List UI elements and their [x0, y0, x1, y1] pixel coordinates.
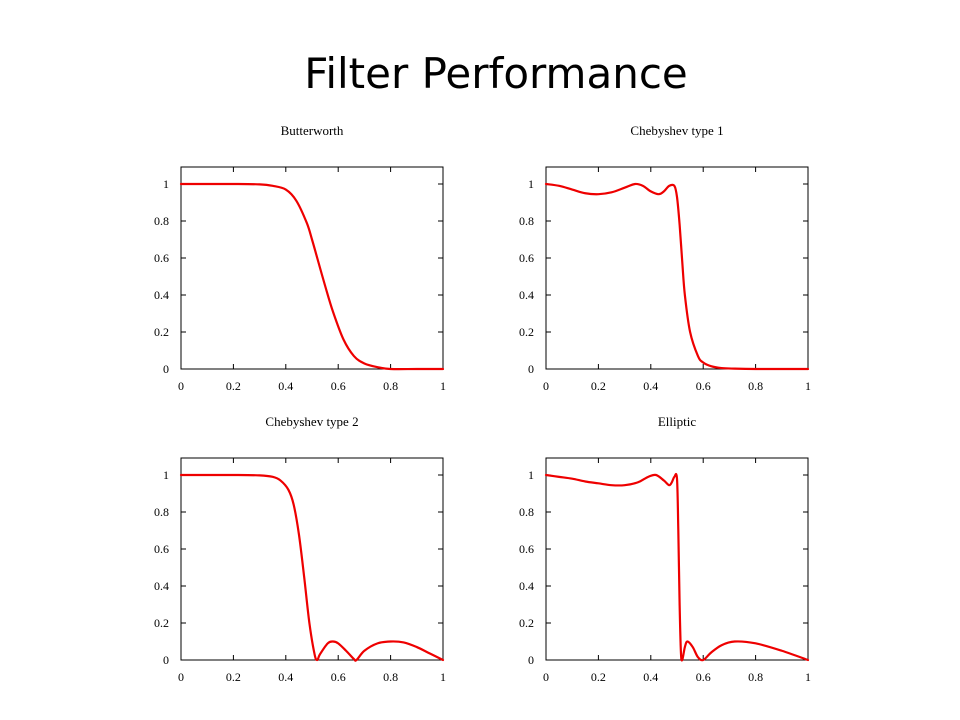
- plot-frame: [180, 166, 444, 370]
- y-tick-label: 0.2: [154, 616, 169, 630]
- x-tick-label: 0: [543, 670, 549, 684]
- y-tick-label: 0.6: [519, 251, 534, 265]
- y-tick-label: 0.2: [519, 325, 534, 339]
- x-tick-label: 0.6: [331, 379, 346, 393]
- y-tick-label: 0.2: [519, 616, 534, 630]
- y-tick-label: 0.6: [154, 542, 169, 556]
- x-tick-label: 0: [543, 379, 549, 393]
- x-tick-label: 1: [805, 670, 811, 684]
- x-tick-label: 1: [440, 670, 446, 684]
- chart-title: Butterworth: [281, 123, 344, 138]
- x-tick-label: 0.2: [226, 670, 241, 684]
- x-tick-label: 0.4: [278, 379, 293, 393]
- plot-frame: [545, 457, 809, 661]
- x-tick-label: 0.4: [643, 379, 658, 393]
- y-tick-label: 0: [528, 362, 534, 376]
- y-tick-label: 0.8: [154, 505, 169, 519]
- response-curve: [544, 472, 810, 662]
- x-tick-label: 0.2: [591, 379, 606, 393]
- x-tick-label: 0.6: [331, 670, 346, 684]
- x-tick-label: 0.8: [383, 670, 398, 684]
- y-tick-label: 0.2: [154, 325, 169, 339]
- y-tick-label: 0.6: [154, 251, 169, 265]
- y-tick-label: 0.8: [519, 214, 534, 228]
- chart-panel-4: Elliptic 0 0.2 0.4 0.6 0.8 1 0 0.2 0.4 0.6 0.8 1: [519, 414, 811, 684]
- x-tick-label: 0.6: [696, 670, 711, 684]
- chart-panel-1: Butterworth 0 0.2 0.4 0.6 0.8 1 0 0.2 0.4 0.6 0.8 1: [154, 123, 446, 393]
- y-tick-label: 0: [528, 653, 534, 667]
- x-tick-label: 0.2: [591, 670, 606, 684]
- x-tick-label: 0.8: [748, 379, 763, 393]
- response-curve: [179, 473, 445, 662]
- x-tick-label: 0.8: [748, 670, 763, 684]
- x-tick-label: 0.8: [383, 379, 398, 393]
- response-curve: [179, 182, 445, 371]
- x-tick-label: 0: [178, 670, 184, 684]
- y-tick-label: 0.6: [519, 542, 534, 556]
- x-tick-label: 1: [805, 379, 811, 393]
- x-tick-label: 1: [440, 379, 446, 393]
- chart-title: Chebyshev type 2: [265, 414, 358, 429]
- y-tick-label: 0.4: [154, 579, 169, 593]
- x-tick-label: 0.6: [696, 379, 711, 393]
- x-tick-label: 0.2: [226, 379, 241, 393]
- x-tick-label: 0: [178, 379, 184, 393]
- y-tick-label: 1: [163, 177, 169, 191]
- x-tick-label: 0.4: [643, 670, 658, 684]
- chart-title: Elliptic: [658, 414, 697, 429]
- chart-panel-3: Chebyshev type 2 0 0.2 0.4 0.6 0.8 1 0 0.2 0.4 0.6…: [154, 414, 446, 684]
- chart-title: Chebyshev type 1: [630, 123, 723, 138]
- y-tick-label: 1: [163, 468, 169, 482]
- y-tick-label: 1: [528, 468, 534, 482]
- chart-panel-2: Chebyshev type 1 0 0.2 0.4 0.6 0.8 1 0 0.2 0.4 0.6…: [519, 123, 811, 393]
- y-tick-label: 0.4: [519, 288, 534, 302]
- y-tick-label: 1: [528, 177, 534, 191]
- y-tick-label: 0.8: [154, 214, 169, 228]
- y-tick-label: 0.4: [154, 288, 169, 302]
- y-tick-label: 0: [163, 362, 169, 376]
- y-tick-label: 0.4: [519, 579, 534, 593]
- plot-frame: [545, 166, 809, 370]
- y-tick-label: 0: [163, 653, 169, 667]
- plot-frame: [180, 457, 444, 661]
- response-curve: [544, 182, 810, 371]
- slide-title: Filter Performance: [304, 49, 688, 98]
- x-tick-label: 0.4: [278, 670, 293, 684]
- y-tick-label: 0.8: [519, 505, 534, 519]
